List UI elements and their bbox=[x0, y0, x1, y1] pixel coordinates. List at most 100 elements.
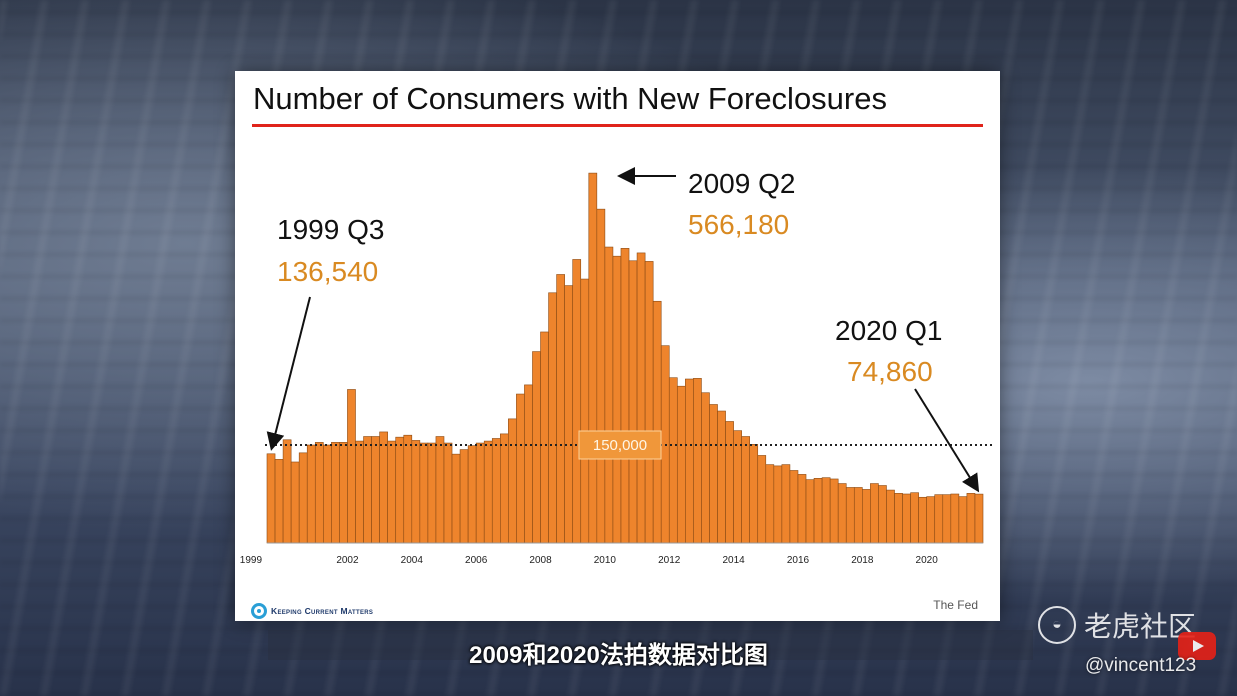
bar bbox=[829, 478, 839, 544]
x-tick-label: 2020 bbox=[916, 555, 939, 566]
bar bbox=[886, 489, 895, 544]
bar bbox=[274, 459, 284, 544]
bar bbox=[805, 479, 815, 544]
bar bbox=[467, 445, 477, 544]
x-tick-label: 2008 bbox=[529, 555, 552, 566]
bar bbox=[636, 252, 646, 544]
x-tick-label: 2010 bbox=[594, 555, 617, 566]
x-tick-label: 2014 bbox=[722, 555, 745, 566]
annotation-2020-period: 2020 Q1 bbox=[835, 315, 942, 346]
bar bbox=[588, 172, 598, 544]
brand-logo-icon bbox=[251, 603, 267, 619]
bar bbox=[685, 378, 694, 544]
bar bbox=[355, 440, 364, 544]
bar bbox=[483, 440, 493, 544]
bar bbox=[837, 483, 847, 544]
bar bbox=[475, 442, 485, 544]
bar bbox=[427, 442, 437, 544]
bar bbox=[548, 292, 557, 544]
bar bbox=[974, 493, 984, 544]
bar bbox=[516, 393, 525, 544]
bar bbox=[282, 439, 292, 544]
bar bbox=[845, 487, 855, 544]
bar bbox=[572, 259, 582, 544]
bar bbox=[604, 246, 614, 544]
uploader-handle: @vincent123 bbox=[1085, 655, 1197, 676]
bar bbox=[821, 477, 831, 544]
bar bbox=[958, 496, 968, 544]
bar bbox=[524, 384, 533, 544]
caption-backdrop bbox=[268, 630, 1033, 660]
bar bbox=[580, 278, 590, 544]
bar bbox=[596, 208, 606, 544]
bar bbox=[532, 351, 541, 544]
bar bbox=[652, 300, 662, 544]
bar bbox=[926, 496, 936, 544]
bar bbox=[306, 444, 316, 544]
bar bbox=[701, 392, 710, 544]
bar bbox=[910, 492, 919, 544]
bar bbox=[717, 410, 726, 544]
watermark: ◒ 老虎社区 bbox=[1038, 605, 1196, 645]
bar bbox=[878, 485, 887, 544]
reference-label: 150,000 bbox=[593, 437, 647, 454]
x-axis-ticks: 1999 2002 2004 2006 2008 2010 2012 2014 2016 2018… bbox=[240, 555, 938, 566]
bar bbox=[411, 440, 421, 544]
annotation-1999-arrow bbox=[266, 296, 311, 451]
bar bbox=[298, 452, 308, 544]
bar bbox=[556, 274, 565, 544]
bar bbox=[644, 261, 654, 544]
bar bbox=[331, 442, 340, 544]
watermark-text: 老虎社区 bbox=[1084, 611, 1197, 642]
bar bbox=[668, 377, 678, 544]
reference-label-box bbox=[578, 430, 662, 460]
chart-plot: 150,000 1999 2002 2004 2006 2008 2010 2012 2014… bbox=[240, 167, 995, 566]
brand-logo: Keeping Current Matters bbox=[251, 603, 373, 619]
bar bbox=[693, 378, 702, 544]
x-tick-label: 1999 bbox=[240, 555, 263, 566]
bar bbox=[620, 248, 630, 544]
bar bbox=[676, 385, 686, 544]
bar bbox=[797, 474, 807, 544]
bar bbox=[443, 442, 453, 544]
bar bbox=[934, 494, 944, 544]
bar bbox=[491, 438, 501, 544]
bar bbox=[363, 436, 372, 544]
bar bbox=[395, 436, 405, 544]
tiger-community-icon: ◒ bbox=[1038, 606, 1076, 644]
bar bbox=[540, 331, 549, 544]
x-tick-label: 2004 bbox=[401, 555, 424, 566]
bar bbox=[435, 436, 445, 544]
bar bbox=[500, 433, 509, 544]
bar bbox=[339, 442, 348, 544]
x-tick-label: 2002 bbox=[336, 555, 359, 566]
annotation-1999-period: 1999 Q3 bbox=[277, 214, 384, 245]
bar bbox=[266, 453, 276, 544]
bar bbox=[725, 421, 734, 544]
bar bbox=[709, 404, 718, 544]
bar bbox=[379, 431, 388, 544]
bar bbox=[628, 260, 638, 544]
bar bbox=[950, 493, 960, 544]
x-tick-label: 2012 bbox=[658, 555, 681, 566]
chart-slide: Number of Consumers with New Foreclosure… bbox=[235, 71, 1000, 621]
youtube-icon bbox=[1178, 632, 1216, 660]
bar bbox=[853, 487, 863, 544]
x-tick-label: 2018 bbox=[851, 555, 874, 566]
bar bbox=[564, 285, 574, 544]
bar bbox=[451, 453, 461, 544]
bar bbox=[323, 444, 332, 544]
bar bbox=[894, 493, 903, 544]
bar bbox=[741, 436, 750, 544]
annotation-1999-value: 136,540 bbox=[277, 256, 378, 287]
bar bbox=[314, 442, 324, 544]
bar bbox=[749, 444, 759, 544]
brand-logo-text: Keeping Current Matters bbox=[271, 606, 374, 616]
bar bbox=[403, 434, 413, 544]
bar bbox=[870, 483, 879, 544]
annotation-2009-value: 566,180 bbox=[688, 209, 789, 240]
bar bbox=[290, 461, 300, 544]
annotation-2009-period: 2009 Q2 bbox=[688, 168, 795, 199]
title-underline bbox=[252, 124, 983, 127]
source-label: The Fed bbox=[933, 598, 978, 612]
